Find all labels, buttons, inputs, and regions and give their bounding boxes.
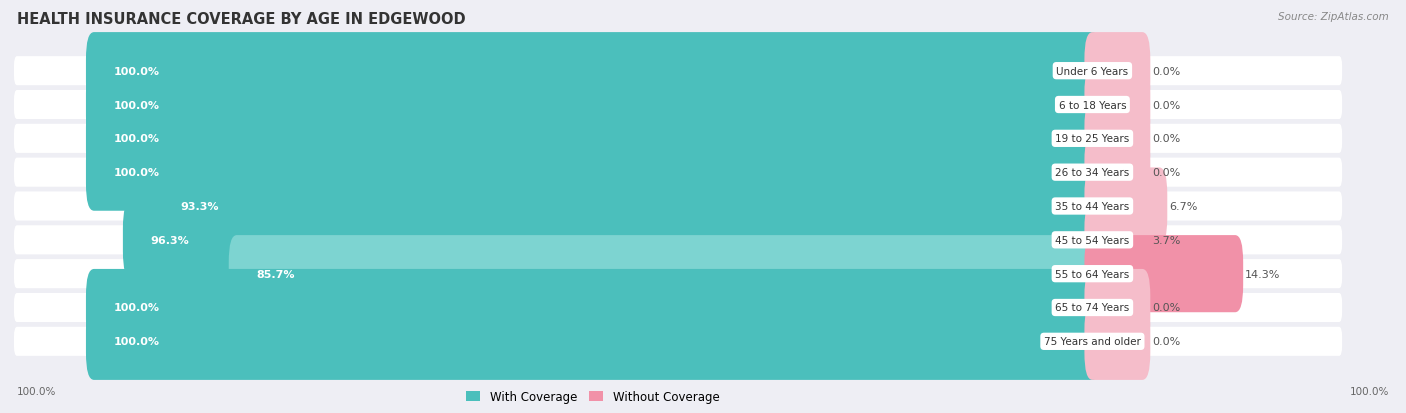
Text: Under 6 Years: Under 6 Years [1056, 66, 1129, 76]
Text: 93.3%: 93.3% [181, 202, 219, 211]
Text: 0.0%: 0.0% [1153, 134, 1181, 144]
Text: 75 Years and older: 75 Years and older [1045, 337, 1140, 347]
FancyBboxPatch shape [1084, 303, 1150, 380]
Text: 0.0%: 0.0% [1153, 100, 1181, 110]
Text: 35 to 44 Years: 35 to 44 Years [1056, 202, 1129, 211]
Text: 0.0%: 0.0% [1153, 337, 1181, 347]
FancyBboxPatch shape [1084, 269, 1150, 346]
FancyBboxPatch shape [1084, 202, 1150, 279]
Text: 100.0%: 100.0% [114, 337, 160, 347]
Text: 0.0%: 0.0% [1153, 303, 1181, 313]
Text: 19 to 25 Years: 19 to 25 Years [1056, 134, 1129, 144]
Text: Source: ZipAtlas.com: Source: ZipAtlas.com [1278, 12, 1389, 22]
FancyBboxPatch shape [14, 158, 1343, 187]
FancyBboxPatch shape [86, 100, 1101, 178]
FancyBboxPatch shape [14, 192, 1343, 221]
Text: 0.0%: 0.0% [1153, 168, 1181, 178]
FancyBboxPatch shape [14, 57, 1343, 86]
Text: 100.0%: 100.0% [114, 134, 160, 144]
FancyBboxPatch shape [122, 202, 1101, 279]
Text: 65 to 74 Years: 65 to 74 Years [1056, 303, 1129, 313]
Text: 26 to 34 Years: 26 to 34 Years [1056, 168, 1129, 178]
Text: 96.3%: 96.3% [150, 235, 190, 245]
Text: 100.0%: 100.0% [114, 303, 160, 313]
FancyBboxPatch shape [153, 168, 1101, 245]
Text: 100.0%: 100.0% [114, 66, 160, 76]
FancyBboxPatch shape [1084, 100, 1150, 178]
FancyBboxPatch shape [229, 235, 1101, 313]
FancyBboxPatch shape [1084, 67, 1150, 144]
Text: 0.0%: 0.0% [1153, 66, 1181, 76]
FancyBboxPatch shape [14, 327, 1343, 356]
Legend: With Coverage, Without Coverage: With Coverage, Without Coverage [461, 385, 724, 408]
FancyBboxPatch shape [86, 134, 1101, 211]
FancyBboxPatch shape [1084, 134, 1150, 211]
FancyBboxPatch shape [14, 91, 1343, 120]
FancyBboxPatch shape [86, 269, 1101, 346]
Text: 3.7%: 3.7% [1153, 235, 1181, 245]
Text: 85.7%: 85.7% [257, 269, 295, 279]
FancyBboxPatch shape [14, 259, 1343, 289]
Text: 6 to 18 Years: 6 to 18 Years [1059, 100, 1126, 110]
Text: 100.0%: 100.0% [1350, 387, 1389, 396]
Text: 6.7%: 6.7% [1170, 202, 1198, 211]
FancyBboxPatch shape [1084, 168, 1167, 245]
Text: 100.0%: 100.0% [114, 100, 160, 110]
FancyBboxPatch shape [86, 33, 1101, 110]
FancyBboxPatch shape [1084, 33, 1150, 110]
Text: 55 to 64 Years: 55 to 64 Years [1056, 269, 1129, 279]
Text: 100.0%: 100.0% [114, 168, 160, 178]
Text: 14.3%: 14.3% [1246, 269, 1281, 279]
FancyBboxPatch shape [86, 67, 1101, 144]
FancyBboxPatch shape [14, 226, 1343, 255]
Text: HEALTH INSURANCE COVERAGE BY AGE IN EDGEWOOD: HEALTH INSURANCE COVERAGE BY AGE IN EDGE… [17, 12, 465, 27]
FancyBboxPatch shape [86, 303, 1101, 380]
Text: 45 to 54 Years: 45 to 54 Years [1056, 235, 1129, 245]
FancyBboxPatch shape [1084, 235, 1243, 313]
Text: 100.0%: 100.0% [17, 387, 56, 396]
FancyBboxPatch shape [14, 124, 1343, 154]
FancyBboxPatch shape [14, 293, 1343, 322]
